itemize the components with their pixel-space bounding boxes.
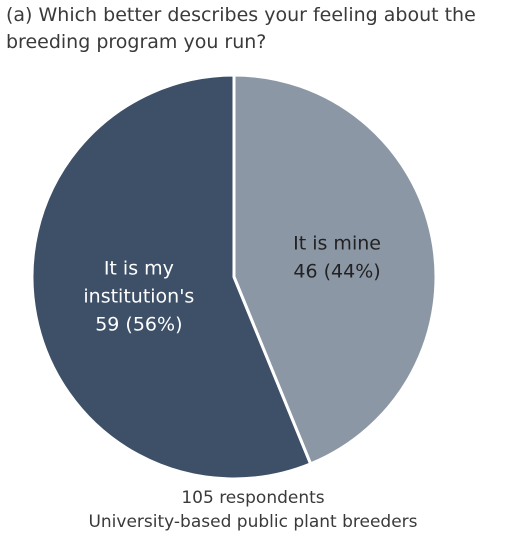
- pie-slice-label-1: It is my institution's 59 (56%): [83, 258, 194, 336]
- pie-slice-label-1-line-1: institution's: [83, 286, 194, 308]
- pie-slice-label-1-line-2: 59 (56%): [95, 314, 182, 336]
- pie-slice-label-0: It is mine 46 (44%): [293, 233, 381, 283]
- chart-title: (a) Which better describes your feeling …: [6, 2, 502, 56]
- pie-slice-0: [232, 73, 438, 466]
- pie-slice-1: [30, 73, 313, 481]
- pie-slice-label-0-line-0: It is mine: [293, 233, 381, 255]
- footer-respondents: 105 respondents: [181, 488, 325, 508]
- chart-title-line-2: breeding program you run?: [6, 31, 267, 53]
- footer-population: University-based public plant breeders: [88, 512, 418, 532]
- pie-slice-label-1-line-0: It is my: [104, 258, 174, 280]
- chart-title-line-1: (a) Which better describes your feeling …: [6, 4, 476, 26]
- pie-slice-label-0-line-1: 46 (44%): [293, 261, 380, 283]
- chart-footer: 105 respondents University-based public …: [0, 486, 506, 534]
